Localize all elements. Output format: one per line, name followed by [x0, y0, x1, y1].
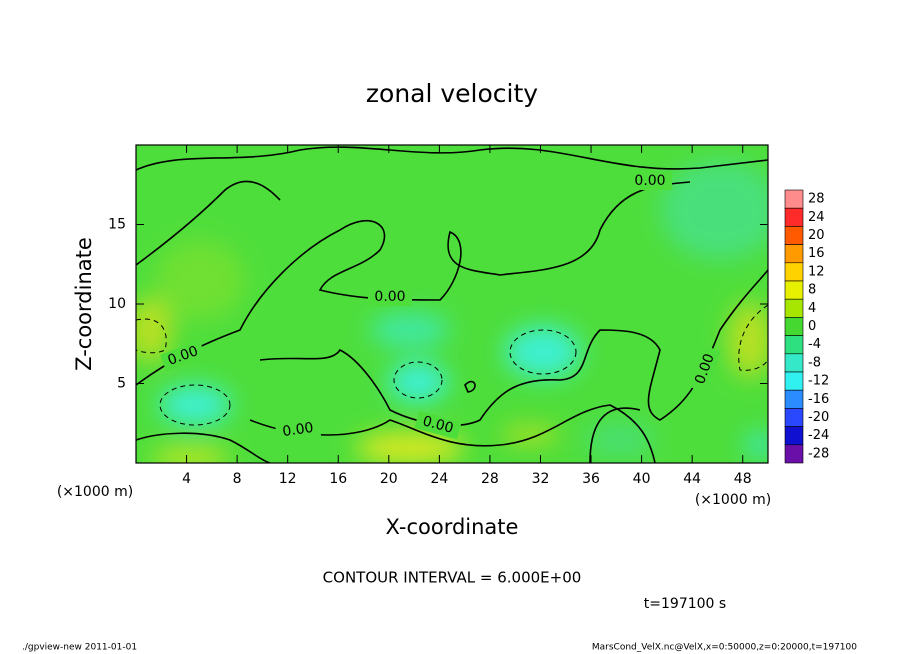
- x-tick-label: 36: [582, 471, 600, 487]
- colorbar-box: [784, 244, 804, 264]
- colorbar-label: -4: [808, 337, 821, 352]
- colorbar-box: [784, 389, 804, 409]
- contour-interval: CONTOUR INTERVAL = 6.000E+00: [323, 569, 582, 587]
- x-unit-label: (×1000 m): [695, 492, 771, 508]
- x-tick-label: 4: [182, 471, 191, 487]
- time-label: t=197100 s: [644, 596, 726, 612]
- y-axis-title: Z-coordinate: [72, 237, 96, 371]
- colorbar-box: [784, 426, 804, 446]
- colorbar-label: 12: [808, 264, 825, 279]
- x-tick-label: 32: [532, 471, 550, 487]
- x-tick-label: 24: [430, 471, 448, 487]
- field: [136, 145, 768, 463]
- x-tick-label: 40: [633, 471, 651, 487]
- y-unit-label: (×1000 m): [57, 484, 133, 500]
- colorbar-label: 28: [808, 192, 825, 207]
- colorbar-box: [784, 317, 804, 336]
- colorbar-box: [784, 353, 804, 373]
- contour-label: 0.00: [634, 173, 665, 189]
- colorbar-label: -24: [808, 428, 829, 443]
- colorbar-label: -16: [808, 392, 829, 407]
- contour-label: 0.00: [374, 289, 405, 305]
- colorbar-label: 8: [808, 283, 816, 298]
- footer-right: MarsCond_VelX.nc@VelX,x=0:50000,z=0:2000…: [592, 643, 857, 653]
- x-tick-label: 16: [329, 471, 347, 487]
- colorbar-label: -20: [808, 410, 829, 425]
- colorbar-box: [784, 371, 804, 391]
- x-tick-label: 20: [380, 471, 398, 487]
- colorbar-box: [784, 189, 804, 209]
- colorbar-label: 20: [808, 228, 825, 243]
- colorbar-box: [784, 444, 804, 464]
- colorbar-box: [784, 335, 804, 355]
- y-tick-label: 10: [108, 296, 126, 312]
- colorbar-label: -28: [808, 446, 829, 461]
- x-tick-label: 28: [481, 471, 499, 487]
- y-tick-label: 5: [117, 376, 126, 392]
- x-tick-label: 12: [279, 471, 297, 487]
- colorbar-label: 24: [808, 210, 825, 225]
- colorbar-box: [784, 262, 804, 282]
- colorbar-label: -8: [808, 355, 821, 370]
- colorbar-label: 0: [808, 319, 816, 334]
- x-tick-label: 8: [233, 471, 242, 487]
- contour-label: 0.00: [281, 420, 314, 440]
- colorbar-box: [784, 298, 804, 318]
- colorbar-label: 4: [808, 301, 816, 316]
- chart-title: zonal velocity: [366, 79, 538, 108]
- x-tick-label: 44: [683, 471, 701, 487]
- y-tick-label: 15: [108, 217, 126, 233]
- x-tick-label: 48: [734, 471, 752, 487]
- colorbar-label: -12: [808, 374, 829, 389]
- colorbar-box: [784, 207, 804, 227]
- colorbar-box: [784, 226, 804, 245]
- footer-left: ./gpview-new 2011-01-01: [22, 643, 137, 653]
- colorbar-box: [784, 280, 804, 300]
- colorbar-label: 16: [808, 246, 825, 261]
- x-axis-title: X-coordinate: [386, 515, 519, 539]
- colorbar-box: [784, 408, 804, 427]
- contour-label: 0.00: [421, 413, 455, 437]
